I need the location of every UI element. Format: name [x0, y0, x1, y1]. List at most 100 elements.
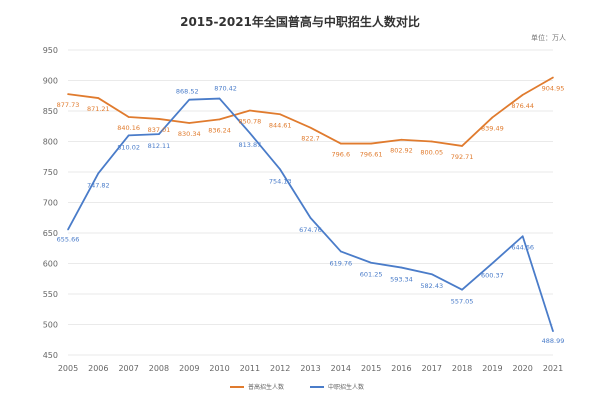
x-tick-label: 2018 [452, 364, 472, 373]
data-point [218, 97, 221, 100]
data-label: 582.43 [420, 282, 443, 290]
data-label: 600.37 [481, 271, 504, 279]
y-tick-label: 650 [43, 229, 58, 238]
data-point [309, 217, 312, 219]
legend-label: 中职招生人数 [328, 383, 364, 391]
data-label: 601.25 [360, 271, 383, 279]
x-tick-label: 2019 [482, 364, 502, 373]
y-tick-label: 500 [43, 321, 58, 330]
data-point [97, 172, 100, 175]
data-label: 837.01 [148, 126, 171, 134]
x-tick-label: 2016 [391, 364, 411, 373]
x-tick-label: 2014 [331, 364, 351, 373]
data-point [188, 122, 191, 124]
data-point [461, 288, 463, 291]
y-tick-label: 850 [43, 107, 58, 116]
data-point [461, 145, 463, 147]
series [67, 76, 554, 333]
series-line-vocational [67, 97, 554, 332]
y-tick-label: 950 [43, 46, 58, 55]
data-point [430, 273, 433, 276]
legend-label: 普高招生人数 [248, 383, 284, 391]
data-label: 822.7 [301, 135, 320, 143]
data-point [279, 168, 281, 171]
data-point [340, 250, 342, 253]
data-label: 876.44 [511, 102, 534, 110]
data-label: 747.82 [87, 181, 110, 189]
y-tick-label: 700 [43, 199, 58, 208]
data-point [521, 94, 524, 96]
data-label: 810.02 [117, 143, 140, 151]
x-tick-label: 2012 [270, 364, 290, 373]
y-tick-label: 600 [43, 260, 58, 269]
data-point [249, 132, 251, 134]
data-label: 796.61 [360, 151, 383, 159]
x-tick-label: 2005 [58, 364, 78, 373]
chart-title: 2015-2021年全国普高与中职招生人数对比 [180, 14, 420, 29]
data-label: 830.34 [178, 130, 201, 138]
data-point [400, 138, 403, 141]
data-point [521, 235, 524, 238]
data-label: 800.05 [420, 148, 443, 156]
data-point [309, 126, 312, 129]
data-label: 813.87 [239, 141, 262, 149]
data-point [491, 116, 494, 119]
data-label: 870.42 [214, 85, 237, 93]
data-point [127, 134, 130, 137]
y-tick-label: 450 [43, 351, 58, 360]
x-tick-label: 2007 [118, 364, 138, 373]
x-tick-label: 2011 [240, 364, 260, 373]
x-tick-label: 2015 [361, 364, 381, 373]
data-point [491, 262, 494, 265]
data-label: 655.66 [57, 236, 80, 244]
data-label: 593.34 [390, 276, 413, 284]
x-tick-label: 2021 [543, 364, 563, 373]
data-point [127, 116, 130, 118]
data-point [400, 266, 403, 269]
y-axis: 450 500 550 600 650 700 750 800 850 900 950 [43, 46, 58, 360]
data-point [340, 142, 342, 145]
data-label: 877.73 [57, 101, 80, 109]
data-label: 840.16 [117, 124, 140, 132]
data-point [218, 118, 221, 121]
data-point [279, 113, 281, 116]
x-tick-label: 2010 [209, 364, 229, 373]
data-point [552, 330, 554, 333]
y-tick-label: 750 [43, 168, 58, 177]
x-tick-label: 2009 [179, 364, 199, 373]
data-label: 839.49 [481, 124, 504, 132]
data-label: 802.92 [390, 147, 413, 155]
data-point [370, 142, 372, 145]
data-point [370, 261, 372, 264]
data-point [188, 98, 191, 101]
x-tick-label: 2013 [300, 364, 320, 373]
data-label: 754.13 [269, 177, 292, 185]
data-label: 836.24 [208, 126, 231, 134]
data-labels: 877.73 871.21 840.16 837.01 830.34 836.24 850.… [57, 84, 565, 345]
data-label: 488.99 [542, 337, 565, 345]
data-point [67, 93, 69, 95]
x-tick-label: 2006 [88, 364, 108, 373]
x-axis: 2005 2006 2007 2008 2009 2010 2011 2012 2013 2014… [58, 364, 563, 373]
data-label: 850.78 [239, 118, 262, 126]
data-label: 812.11 [148, 142, 171, 150]
data-label: 868.52 [176, 88, 199, 96]
data-label: 644.66 [511, 243, 534, 251]
y-tick-label: 900 [43, 77, 58, 86]
data-label: 904.95 [542, 84, 565, 92]
data-point [158, 133, 160, 135]
data-point [430, 140, 433, 143]
x-tick-label: 2020 [513, 364, 533, 373]
data-point [67, 228, 69, 231]
x-tick-label: 2017 [422, 364, 442, 373]
grid [68, 49, 553, 356]
data-label: 619.76 [329, 259, 352, 267]
x-tick-label: 2008 [149, 364, 169, 373]
legend: 普高招生人数 中职招生人数 [230, 383, 364, 391]
y-tick-label: 800 [43, 138, 58, 147]
data-point [97, 97, 100, 99]
data-label: 844.61 [269, 121, 292, 129]
data-label: 674.76 [299, 226, 322, 234]
unit-label: 单位：万人 [531, 33, 566, 42]
